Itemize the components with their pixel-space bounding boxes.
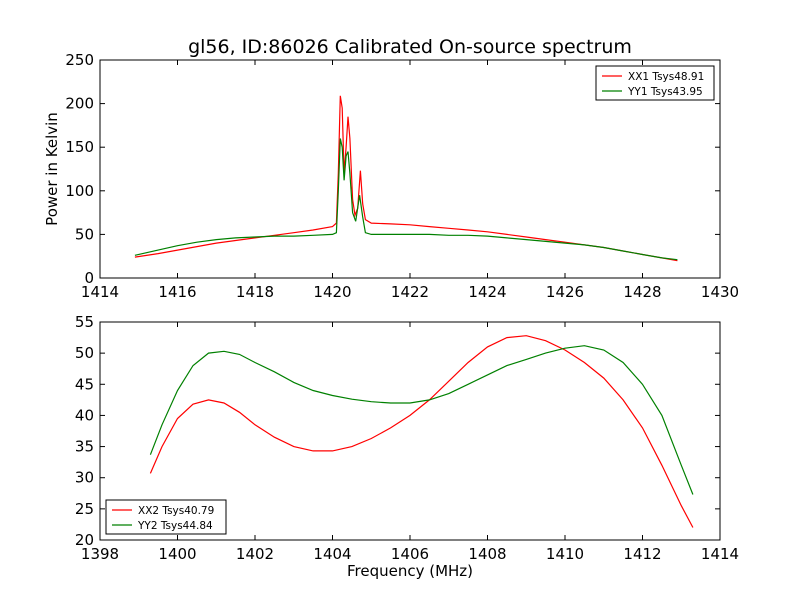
top-panel: 1414 1416 1418 1420 1422 1424 1426 1428 1430 0 50 1… (65, 51, 739, 301)
x-tick-label: 1416 (158, 283, 196, 301)
x-tick-label: 1430 (701, 283, 739, 301)
x-tick-label: 1414 (81, 283, 119, 301)
y-tick-label: 30 (75, 469, 94, 487)
y-tick-label: 20 (75, 531, 94, 549)
top-y-axis-label: Power in Kelvin (43, 112, 61, 226)
series-line-1-1 (134, 95, 678, 262)
x-tick-label: 1412 (623, 545, 661, 563)
legend-entry: YY1 Tsys43.95 (627, 86, 703, 98)
x-tick-label: 1406 (391, 545, 429, 563)
x-tick-label: 1408 (468, 545, 506, 563)
x-tick-label: 1404 (313, 545, 351, 563)
legend-entry: YY2 Tsys44.84 (137, 520, 213, 532)
y-tick-label: 150 (65, 138, 94, 156)
x-tick-label: 1426 (546, 283, 584, 301)
y-tick-label: 40 (75, 406, 94, 424)
x-tick-label: 1424 (468, 283, 506, 301)
x-tick-label: 1398 (81, 545, 119, 563)
x-tick-label: 1422 (391, 283, 429, 301)
y-tick-label: 45 (75, 375, 94, 393)
x-tick-label: 1400 (158, 545, 196, 563)
y-tick-label: 55 (75, 313, 94, 331)
legend-entry: XX1 Tsys48.91 (628, 71, 704, 83)
y-tick-label: 50 (75, 225, 94, 243)
y-tick-label: 35 (75, 438, 94, 456)
x-tick-label: 1402 (236, 545, 274, 563)
chart-title: gl56, ID:86026 Calibrated On-source spec… (188, 36, 632, 58)
legend-box (595, 65, 715, 101)
x-tick-label: 1410 (546, 545, 584, 563)
y-tick-label: 0 (84, 269, 94, 287)
x-tick-label: 1428 (623, 283, 661, 301)
x-tick-label: 1414 (701, 545, 739, 563)
y-tick-label: 50 (75, 344, 94, 362)
y-tick-label: 250 (65, 51, 94, 69)
series-line-2-2 (149, 345, 694, 495)
legend-entry: XX2 Tsys40.79 (138, 505, 214, 517)
x-tick-label: 1418 (236, 283, 274, 301)
y-tick-label: 25 (75, 500, 94, 518)
bottom-panel: 1398 1400 1402 1404 1406 1408 1410 1412 1414 20 25… (75, 313, 739, 563)
y-tick-label: 200 (65, 95, 94, 113)
legend-box (105, 499, 227, 535)
series-line-2-1 (149, 335, 694, 528)
y-tick-label: 100 (65, 182, 94, 200)
x-axis-label: Frequency (MHz) (347, 562, 473, 580)
x-tick-label: 1420 (313, 283, 351, 301)
series-line-1-2 (134, 138, 678, 261)
